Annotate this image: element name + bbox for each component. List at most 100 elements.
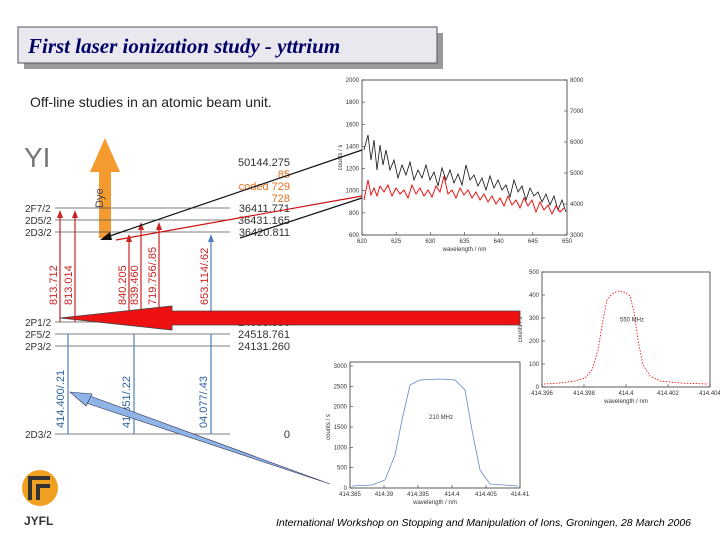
x-tick-label: 625 [391,239,402,245]
x-tick-label: 635 [459,239,470,245]
y2-tick-label: 4000 [570,202,584,208]
level-diagram: 2F7/2 36411.771 2D5/2 36431.165 2D3/2 36420.8… [25,157,290,441]
logo-mark [28,476,50,500]
spectrum-plot: 620 625 630 635 640 645 650 600 800 1000 1200 1400 1… [338,78,584,253]
y-tick-label: 500 [337,466,348,472]
x-tick-label: 414.405 [475,492,497,498]
transition-head [156,222,162,230]
bottom-plot: 414.385 414.39 414.395 414.4 414.405 414.41 0 5… [326,361,530,506]
y-tick-label: 1800 [346,100,360,106]
level-term: 2P3/2 [25,342,52,353]
x-tick-label: 414.395 [407,492,429,498]
y2-tick-label: 7000 [570,109,584,115]
y-tick-label: 0 [344,486,348,492]
y-tick-label: 3000 [334,364,348,370]
footer: International Workshop on Stopping and M… [276,517,691,529]
plot-frame [541,271,711,388]
annotation: 550 MHz [620,318,644,324]
x-tick-label: 645 [528,239,539,245]
transition-label: 414.400/.21 [55,370,67,428]
x-axis-label: wavelength / nm [442,247,487,253]
y2-tick-label: 8000 [570,78,584,84]
y-tick-label: 400 [529,293,540,299]
y2-tick-label: 6000 [570,140,584,146]
right-plot: 414.396 414.398 414.4 414.402 414.404 0 100 200… [518,270,720,405]
y-tick-label: 2500 [334,384,348,390]
level-energy: 36420.811 [239,227,290,239]
y-tick-label: 100 [529,362,540,368]
level-energy: 36431.165 [238,215,290,227]
trace-red [363,175,565,216]
annotation: 210 MHz [429,415,453,421]
transition-label: 813.014 [63,265,75,305]
level-energy: 24131.260 [238,341,290,353]
trace-black [363,134,567,213]
y-tick-label: 1400 [346,144,360,150]
transition-label: 813.712 [48,265,60,305]
y-tick-label: 1500 [334,425,348,431]
title: First laser ionization study - yttrium [27,34,340,58]
transition-head [208,234,214,242]
level-term: 2F5/2 [25,330,51,341]
x-tick-label: 630 [425,239,436,245]
y-tick-label: 1600 [346,122,360,128]
level-term: 2P1/2 [25,318,52,329]
upper-level: coded 729 [239,181,290,193]
y-tick-label: 1000 [346,189,360,195]
trace [543,290,709,385]
x-tick-label: 640 [494,239,505,245]
y-tick-label: 2000 [346,78,360,84]
y-tick-label: 200 [529,339,540,345]
blue-pointer-head [69,391,93,407]
transition-label: 719.756/.85 [147,247,159,305]
level-energy: 24518.761 [238,329,290,341]
title-box [17,26,438,64]
y-tick-label: 600 [349,233,360,239]
big-arrow [59,305,521,331]
transition-label: 41 351/.22 [121,376,133,428]
pointer-arrow [115,195,363,241]
dye-label: Dye [94,188,106,208]
dye-arrow-shaft [99,172,111,238]
pointer-arrow [239,197,363,239]
level-term: 2D3/2 [25,430,52,441]
x-tick-label: 414.39 [375,492,394,498]
level-energy: 36411.771 [239,203,290,215]
y-tick-label: 0 [536,385,540,391]
x-tick-label: 414.4 [618,391,634,397]
y-tick-label: 300 [529,316,540,322]
y2-tick-label: 3000 [570,233,584,239]
y-tick-label: 500 [529,270,540,276]
dye-arrow-head [90,138,120,172]
x-axis-label: wavelength / nm [603,399,648,405]
upper-level: 50144.275 [238,157,290,169]
upper-level: 728 [272,193,290,205]
y-tick-label: 1200 [346,167,360,173]
level-term: 2F7/2 [25,204,51,215]
y-tick-label: 2000 [334,405,348,411]
logo-text: JYFL [24,514,53,528]
x-tick-label: 650 [562,239,573,245]
transition-label: 653.114/.62 [199,248,211,305]
x-tick-label: 414.385 [339,492,361,498]
plot-frame [361,79,568,236]
x-tick-label: 414.41 [511,492,530,498]
transition-head [57,210,63,218]
x-tick-label: 414.398 [573,391,595,397]
transition-label: 840.205 [117,265,129,305]
pointer-arrow [103,149,363,239]
x-tick-label: 414.404 [699,391,720,397]
y-axis-label: counts / s [518,317,524,343]
transition-label: 04.077/.43 [198,376,210,428]
plot-frame [349,361,521,489]
x-axis-label: wavelength / nm [412,500,457,506]
y-tick-label: 1000 [334,445,348,451]
transition-head [72,210,78,218]
transition-label: 839.460 [129,265,141,305]
x-tick-label: 414.402 [657,391,679,397]
pointer-head [100,232,112,240]
level-energy: 0 [284,429,290,441]
level-term: 2D3/2 [25,228,52,239]
subtitle: Off-line studies in an atomic beam unit. [30,94,272,110]
